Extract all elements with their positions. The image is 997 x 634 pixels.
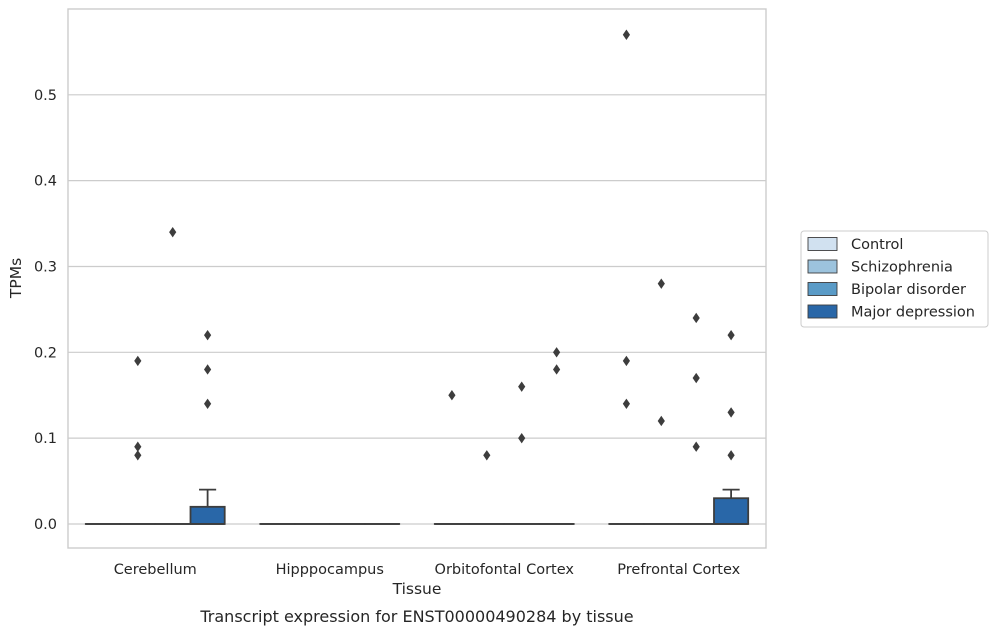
legend-items: Control Schizophrenia Bipolar disorder Majo… xyxy=(807,237,975,321)
y-tick-label: 0.4 xyxy=(34,174,57,190)
box-schizophrenia xyxy=(643,278,680,525)
legend-swatch xyxy=(807,282,838,296)
legend-swatch xyxy=(807,304,838,319)
x-tick-label: Cerebellum xyxy=(114,562,197,578)
gridlines xyxy=(68,94,766,525)
legend-label: Control xyxy=(851,237,903,253)
x-tick-labels: Cerebellum Hipppocampus Orbitofontal Corte… xyxy=(114,562,741,578)
x-tick-label: Prefrontal Cortex xyxy=(617,562,740,578)
y-tick-label: 0.3 xyxy=(34,259,57,275)
y-tick-label: 0.2 xyxy=(34,345,57,361)
outlier-point xyxy=(622,355,630,367)
legend-label: Bipolar disorder xyxy=(851,282,966,298)
outlier-point xyxy=(657,415,665,427)
legend-frame xyxy=(800,230,989,328)
outlier-point xyxy=(204,398,212,410)
outlier-point xyxy=(692,372,700,384)
outlier-point xyxy=(727,450,735,461)
legend-label: Major depression xyxy=(851,305,975,321)
box-schizophrenia xyxy=(119,355,156,525)
outlier-point xyxy=(727,329,735,341)
outlier-point xyxy=(727,407,735,418)
legend-swatch xyxy=(807,237,838,251)
y-tick-labels: 0.0 0.1 0.2 0.3 0.4 0.5 xyxy=(34,88,57,533)
outlier-point xyxy=(134,441,142,452)
y-tick-label: 0.0 xyxy=(34,517,57,533)
box-bipolar-disorder xyxy=(503,381,540,525)
outlier-point xyxy=(692,441,700,452)
chart-caption: Transcript expression for ENST0000049028… xyxy=(199,607,633,626)
box-control xyxy=(608,29,645,525)
outlier-point xyxy=(134,450,142,461)
outlier-point xyxy=(518,432,526,444)
outlier-point xyxy=(657,278,665,289)
x-tick-label: Orbitofontal Cortex xyxy=(435,562,575,578)
outlier-point xyxy=(553,364,561,375)
outlier-point xyxy=(518,381,526,392)
outlier-point xyxy=(169,226,177,238)
box-schizophrenia xyxy=(468,450,505,525)
outlier-point xyxy=(448,390,456,401)
box-control xyxy=(433,390,470,525)
plot-frame xyxy=(67,8,767,549)
outlier-point xyxy=(622,29,630,40)
y-tick-label: 0.5 xyxy=(34,88,57,104)
legend: Control Schizophrenia Bipolar disorder Majo… xyxy=(800,230,989,328)
box-major-depression xyxy=(713,329,750,525)
box-major-depression xyxy=(189,329,226,525)
outlier-point xyxy=(692,312,700,324)
y-tick-label: 0.1 xyxy=(34,431,57,447)
x-axis-label: Tissue xyxy=(392,580,442,598)
x-tick-label: Hipppocampus xyxy=(276,562,384,578)
outlier-point xyxy=(622,398,630,410)
outlier-point xyxy=(204,364,212,375)
box-bipolar-disorder xyxy=(678,312,715,525)
outlier-point xyxy=(553,347,561,358)
y-axis-label: TPMs xyxy=(7,258,25,299)
box-major-depression xyxy=(538,347,575,525)
box-series xyxy=(84,29,750,525)
box-body xyxy=(713,497,750,525)
box-body xyxy=(189,505,226,525)
outlier-point xyxy=(483,450,491,461)
outlier-point xyxy=(134,355,142,367)
legend-label: Schizophrenia xyxy=(851,260,953,276)
outlier-point xyxy=(204,329,212,341)
box-bipolar-disorder xyxy=(154,226,191,525)
legend-swatch xyxy=(807,259,838,274)
